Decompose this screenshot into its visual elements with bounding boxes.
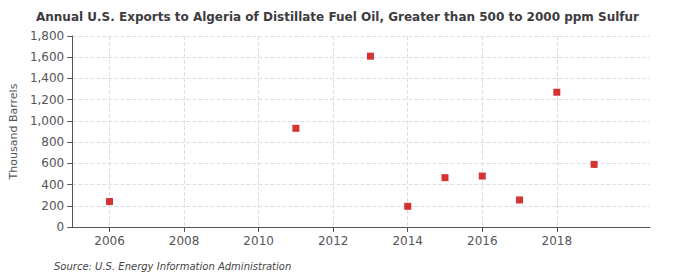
svg-text:2008: 2008 [169,234,200,248]
svg-text:2012: 2012 [318,234,349,248]
svg-text:600: 600 [41,156,64,170]
svg-text:2006: 2006 [94,234,125,248]
svg-text:1,000: 1,000 [30,114,64,128]
svg-text:200: 200 [41,199,64,213]
svg-text:400: 400 [41,178,64,192]
svg-text:1,600: 1,600 [30,50,64,64]
svg-text:1,200: 1,200 [30,93,64,107]
svg-text:1,800: 1,800 [30,29,64,43]
svg-text:2018: 2018 [542,234,573,248]
svg-text:2010: 2010 [243,234,274,248]
svg-text:0: 0 [57,220,65,234]
svg-text:Annual U.S. Exports to Algeria: Annual U.S. Exports to Algeria of Distil… [36,10,639,24]
svg-text:2016: 2016 [467,234,498,248]
svg-text:800: 800 [41,135,64,149]
svg-text:Thousand Barrels: Thousand Barrels [7,83,20,180]
svg-text:1,400: 1,400 [30,71,64,85]
svg-text:2014: 2014 [392,234,423,248]
svg-text:Source: U.S. Energy Informatio: Source: U.S. Energy Information Administ… [54,261,291,272]
